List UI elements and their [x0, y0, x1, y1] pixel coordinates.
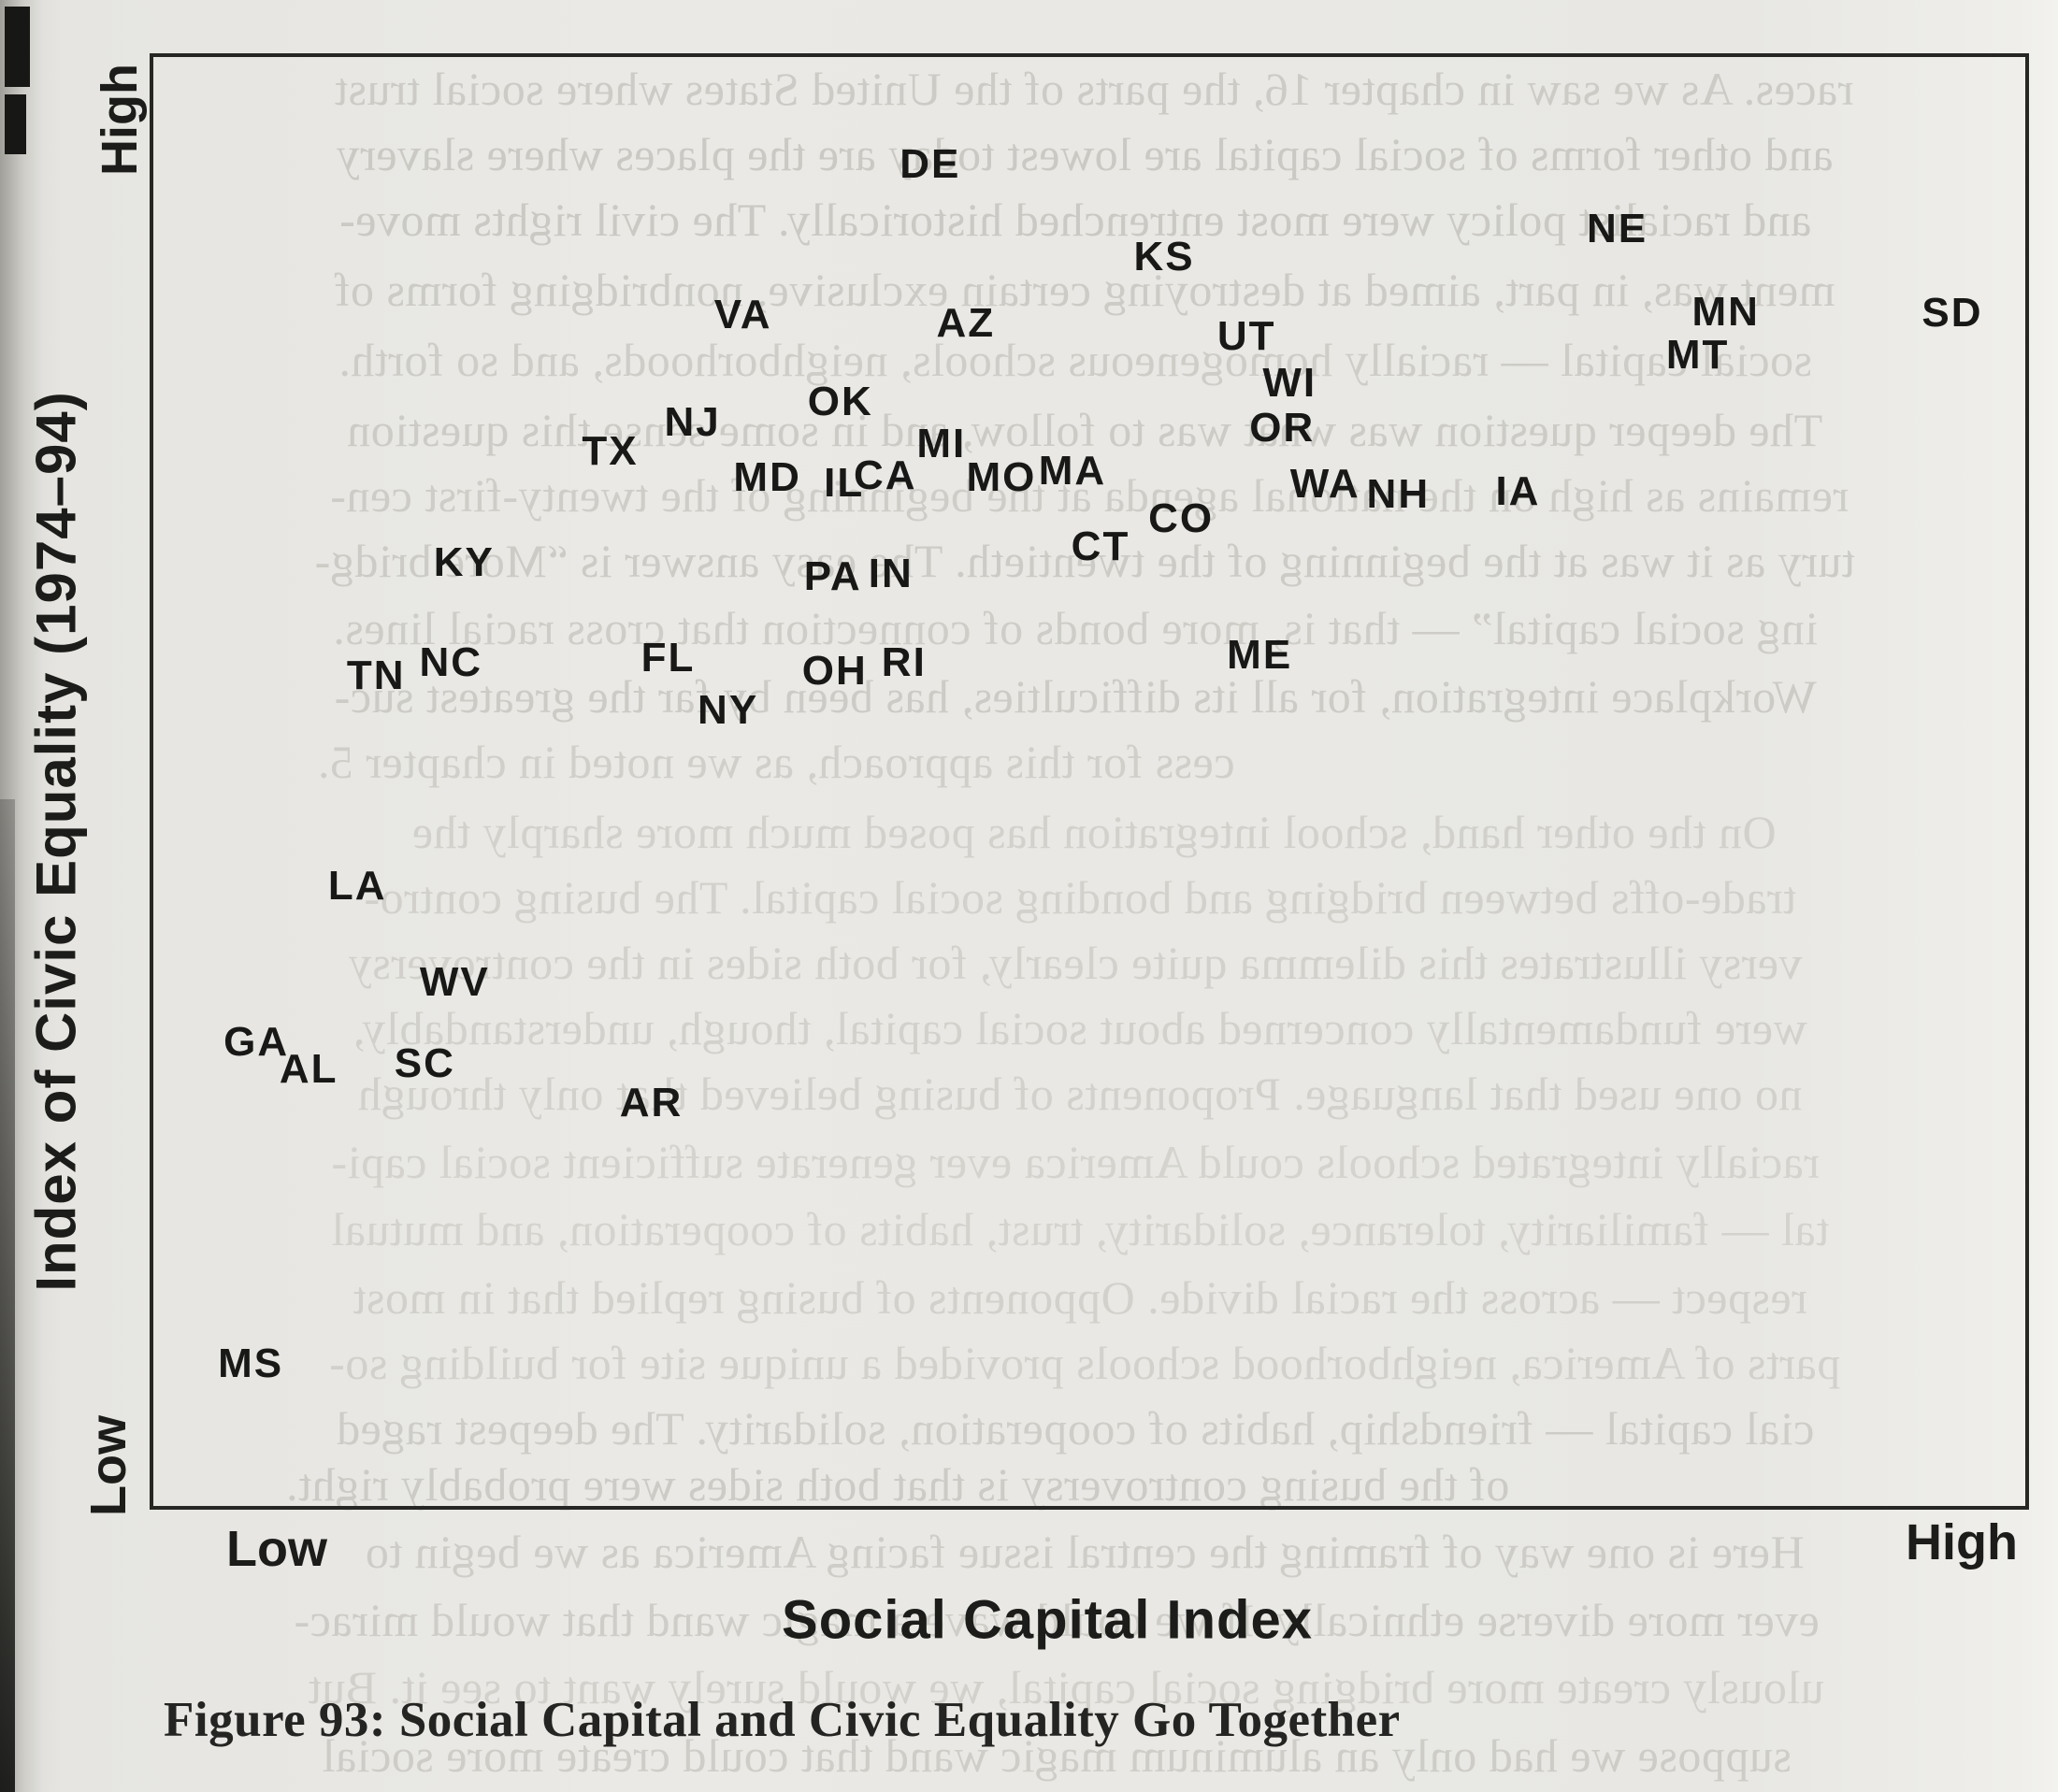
x-axis-title: Social Capital Index	[782, 1589, 1313, 1651]
data-point-AL: AL	[279, 1046, 338, 1093]
data-point-PA: PA	[803, 553, 862, 600]
data-point-NC: NC	[419, 638, 483, 685]
data-point-CO: CO	[1148, 495, 1215, 542]
data-point-SD: SD	[1921, 290, 1983, 337]
y-axis-title: Index of Civic Equality (1974–94)	[24, 391, 88, 1292]
data-point-MA: MA	[1038, 448, 1107, 495]
data-point-CA: CA	[854, 452, 917, 498]
data-point-OK: OK	[807, 378, 873, 424]
data-point-AR: AR	[619, 1080, 684, 1126]
figure-caption: Figure 93: Social Capital and Civic Equa…	[164, 1693, 1401, 1747]
x-axis-low-label: Low	[226, 1521, 327, 1577]
bleedthrough-text: Here is one way of framing the central i…	[365, 1526, 1805, 1578]
data-point-ME: ME	[1227, 632, 1293, 679]
data-point-DE: DE	[899, 140, 961, 187]
data-point-WV: WV	[419, 959, 490, 1006]
data-point-VA: VA	[713, 291, 772, 337]
data-point-NE: NE	[1587, 206, 1648, 252]
data-point-IN: IN	[868, 551, 914, 597]
data-point-TX: TX	[582, 427, 639, 474]
data-point-RI: RI	[881, 638, 927, 685]
data-point-MD: MD	[733, 453, 801, 500]
data-point-TN: TN	[346, 652, 406, 698]
data-point-OR: OR	[1249, 404, 1316, 451]
data-point-MO: MO	[966, 453, 1037, 500]
data-point-MT: MT	[1665, 332, 1730, 379]
data-point-CT: CT	[1071, 523, 1130, 569]
data-point-IL: IL	[824, 459, 865, 506]
scan-artifact	[5, 94, 26, 154]
data-point-GA: GA	[223, 1019, 290, 1065]
data-point-NH: NH	[1366, 471, 1431, 518]
y-axis-high-label: High	[92, 64, 148, 176]
data-point-NY: NY	[698, 687, 759, 734]
scan-edge-artifact	[0, 799, 15, 1792]
data-point-MS: MS	[218, 1340, 284, 1387]
data-point-WA: WA	[1289, 461, 1360, 508]
data-point-MN: MN	[1691, 288, 1760, 335]
data-point-WI: WI	[1262, 359, 1317, 406]
data-point-SC: SC	[394, 1040, 455, 1087]
data-point-LA: LA	[327, 862, 387, 909]
data-point-AZ: AZ	[936, 300, 996, 347]
scan-artifact	[5, 7, 30, 87]
data-point-KS: KS	[1133, 233, 1195, 280]
data-point-NJ: NJ	[664, 398, 721, 445]
data-point-FL: FL	[640, 635, 696, 681]
data-point-UT: UT	[1216, 313, 1276, 360]
data-point-KY: KY	[433, 538, 495, 585]
data-point-OH: OH	[801, 648, 868, 695]
scatter-plot-area: DE NE KS VA AZ UT MN SD MT WI OR OK NJ TX MI MD IL CA MO MA…	[150, 53, 2029, 1510]
y-axis-low-label: Low	[80, 1415, 137, 1516]
data-point-MI: MI	[916, 420, 967, 466]
x-axis-high-label: High	[1906, 1514, 2018, 1570]
data-point-IA: IA	[1495, 468, 1541, 514]
